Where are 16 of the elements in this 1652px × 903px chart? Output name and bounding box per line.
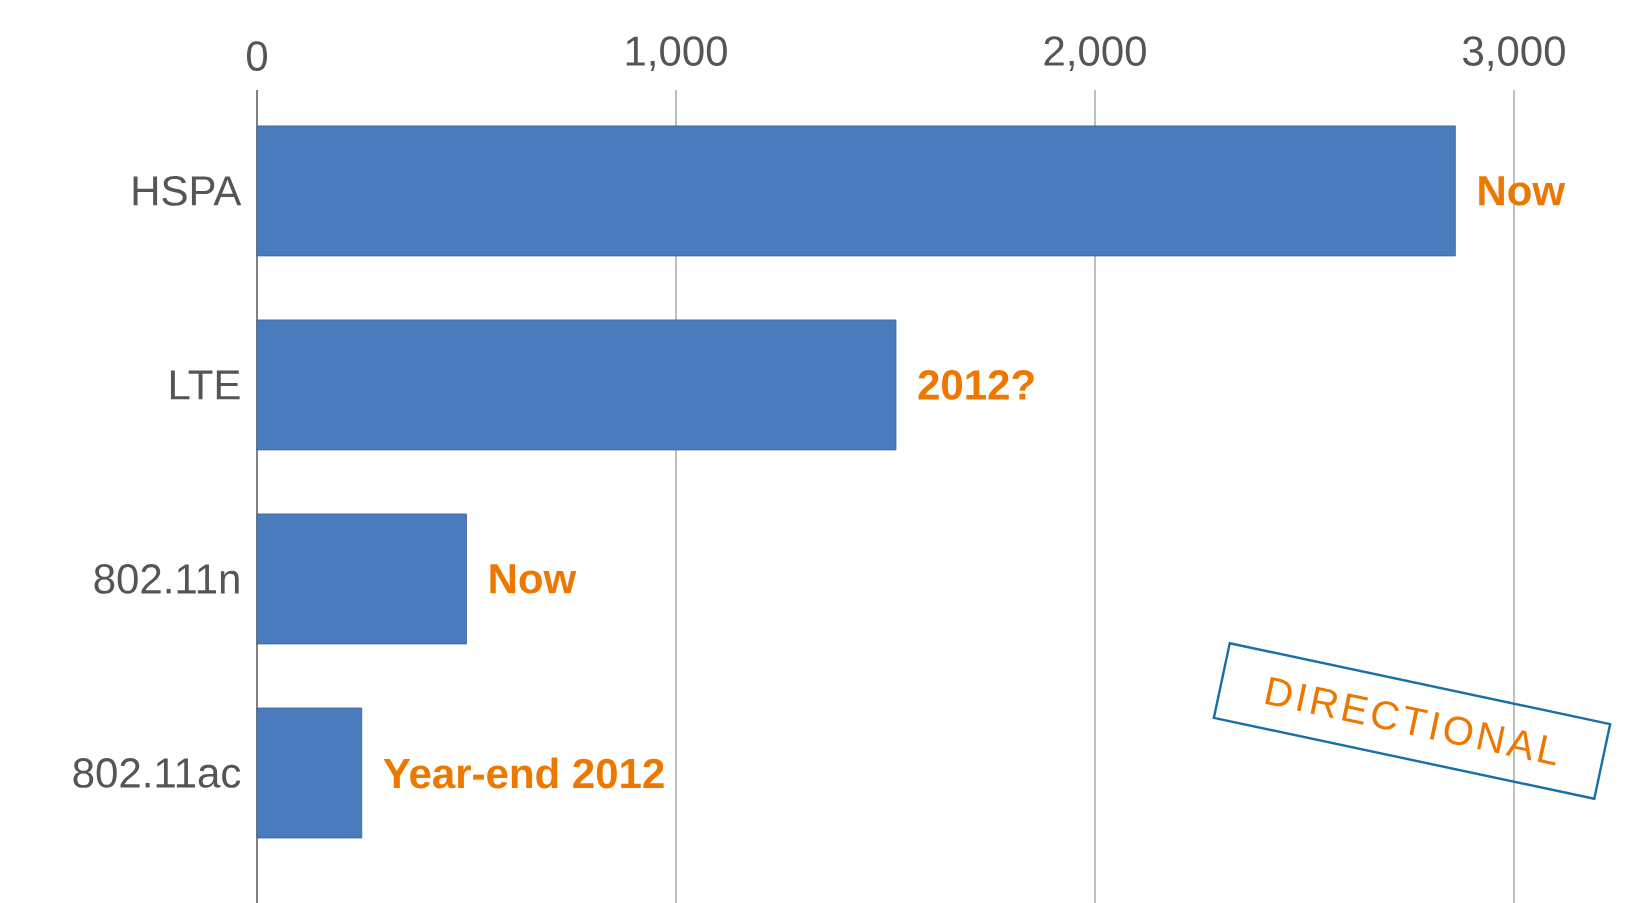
x-tick-label: 3,000 [1463, 36, 1565, 71]
annotation: 2012? [918, 370, 1034, 400]
x-tick-label: 0 [246, 41, 268, 71]
bar [256, 513, 467, 645]
annotation: Now [490, 564, 577, 594]
annotation: Now [1479, 176, 1566, 206]
y-tick-label: 802.11n [94, 564, 239, 594]
x-tick-label: 2,000 [1044, 36, 1146, 71]
y-tick-label: 802.11ac [73, 758, 241, 788]
x-tick-label: 1,000 [626, 36, 727, 71]
y-tick-label: HSPA [133, 176, 242, 206]
y-tick-label: LTE [170, 370, 240, 400]
bar [256, 125, 1456, 257]
bar [256, 707, 363, 839]
annotation: Year-end 2012 [383, 757, 664, 789]
bar [256, 319, 897, 451]
